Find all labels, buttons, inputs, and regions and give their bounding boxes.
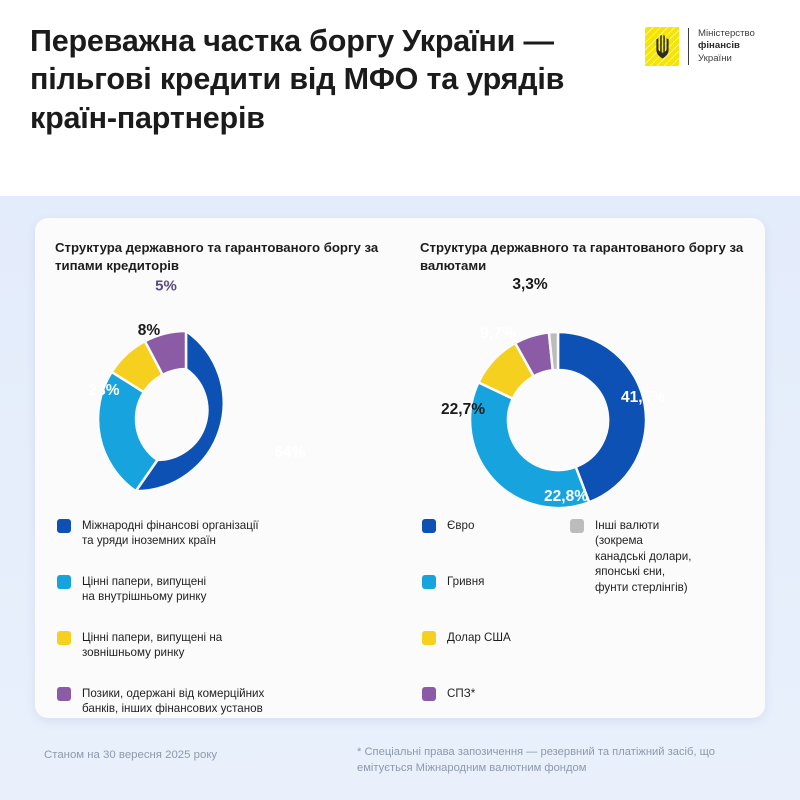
legend-item-commercial[interactable]: Позики, одержані від комерційних банків,… [57, 686, 264, 717]
legend-item-usd[interactable]: Долар США [422, 630, 511, 645]
legend-item-ifi[interactable]: Міжнародні фінансові організації та уряд… [57, 518, 259, 549]
donut-slice-uah[interactable] [468, 380, 591, 510]
legend-label-usd: Долар США [447, 631, 511, 644]
chart-title-creditors: Структура державного та гарантованого бо… [55, 240, 379, 273]
legend-item-eur[interactable]: Євро [422, 518, 474, 533]
legend-label-sdr: СПЗ* [447, 687, 476, 700]
legend-swatch-sdr [422, 687, 436, 701]
legend-label-external: Цінні папери, випущені на зовнішньому ри… [82, 631, 223, 660]
ministry-logo: Міністерство фінансів України [645, 27, 755, 66]
charts-card: Структура державного та гарантованого бо… [35, 218, 765, 718]
legend-item-domestic[interactable]: Цінні папери, випущені на внутрішньому р… [57, 574, 206, 605]
slice-label-227: 22,7% [441, 401, 485, 418]
donut-slice-eur[interactable] [556, 330, 648, 504]
ukraine-trident-icon [645, 27, 679, 66]
donut-slice-0[interactable] [133, 328, 225, 493]
slice-label-415: 41,5% [621, 389, 665, 406]
legend-swatch-commercial [57, 687, 71, 701]
legend-label-ifi: Міжнародні фінансові організації та уряд… [82, 519, 259, 548]
slice-label-64: 64% [274, 444, 306, 461]
panel-currencies: Структура державного та гарантованого бо… [400, 218, 765, 718]
legend-swatch-domestic [57, 575, 71, 589]
legend-swatch-other [570, 519, 584, 533]
legend-item-uah[interactable]: Гривня [422, 574, 484, 589]
legend-item-sdr[interactable]: СПЗ* [422, 686, 475, 701]
chart-title-currencies: Структура державного та гарантованого бо… [420, 240, 744, 273]
legend-swatch-usd [422, 631, 436, 645]
donut-slice-other[interactable] [547, 330, 560, 372]
legend-label-other: Інші валюти (зокрема канадські долари, я… [595, 519, 692, 594]
slice-label-33: 3,3% [512, 276, 548, 293]
slice-label-8: 8% [137, 322, 161, 339]
donut-chart-currencies: 41,5% 22,8% 22,7% 9,7% 3,3% [400, 270, 765, 520]
slice-label-5: 5% [155, 277, 177, 295]
slice-label-23: 23% [88, 382, 120, 399]
panel-creditors: Структура державного та гарантованого бо… [35, 218, 400, 718]
legend-label-domestic: Цінні папери, випущені на внутрішньому р… [82, 575, 207, 604]
legend-label-uah: Гривня [447, 575, 485, 588]
slice-label-228: 22,8% [544, 488, 588, 505]
body-area: НА САМОМ ДЕЛЕ В ДНЕПРЕ Структура державн… [0, 196, 800, 800]
legend-label-commercial: Позики, одержані від комерційних банків,… [82, 687, 265, 716]
logo-divider [688, 28, 689, 65]
legend-swatch-ifi [57, 519, 71, 533]
legend-swatch-uah [422, 575, 436, 589]
donut-slice-3[interactable] [143, 329, 188, 377]
legend-swatch-eur [422, 519, 436, 533]
donut-slice-1[interactable] [96, 370, 160, 493]
donut-chart-creditors: 64% 23% 8% 5% [35, 270, 400, 520]
legend-swatch-external [57, 631, 71, 645]
page-title: Переважна частка боргу України — пільгов… [30, 24, 565, 135]
footnote-sdr: * Спеціальні права запозичення — резервн… [357, 746, 715, 775]
as-of-date: Станом на 30 вересня 2025 року [44, 749, 218, 761]
legend-label-eur: Євро [447, 519, 475, 532]
logo-line-1: Міністерство [698, 27, 755, 39]
header: Переважна частка боргу України — пільгов… [0, 0, 800, 196]
legend-item-other[interactable]: Інші валюти (зокрема канадські долари, я… [570, 518, 691, 595]
legend-item-external[interactable]: Цінні папери, випущені на зовнішньому ри… [57, 630, 222, 661]
logo-line-2: фінансів [698, 40, 740, 52]
slice-label-97: 9,7% [480, 325, 516, 342]
logo-line-3: України [698, 52, 732, 64]
logo-text: Міністерство фінансів України [698, 28, 755, 66]
